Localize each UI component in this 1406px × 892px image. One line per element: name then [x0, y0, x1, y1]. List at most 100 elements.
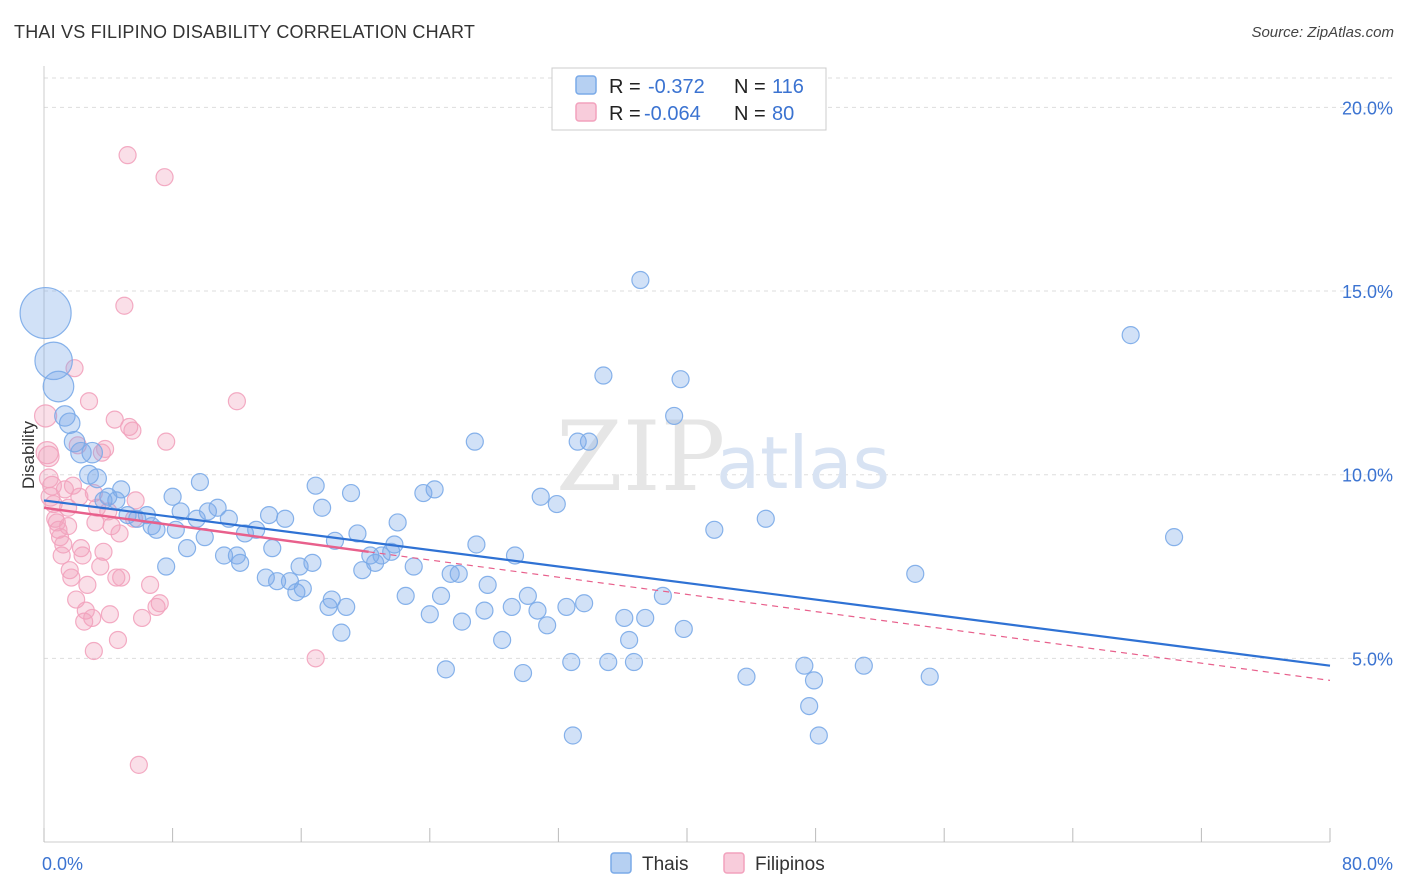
x-tick-labels: 0.0% 80.0% — [42, 854, 1393, 874]
filipinos-point — [84, 483, 103, 503]
legend-n-value-filipinos: 80 — [772, 103, 794, 125]
legend-r-value-filipinos: -0.064 — [644, 103, 701, 125]
filipinos-point — [79, 392, 99, 411]
thais-point — [800, 696, 819, 716]
filipinos-point — [115, 296, 134, 315]
legend-n-label-filipinos: N = — [734, 103, 766, 125]
filipinos-point — [306, 649, 325, 668]
watermark-zip: ZIP — [556, 401, 725, 513]
thais-point — [562, 652, 581, 672]
thais-point — [198, 502, 218, 521]
thais-point — [293, 579, 312, 598]
thais-point — [906, 564, 925, 583]
bottom-legend-swatch-filipinos — [723, 852, 745, 874]
thais-point — [756, 509, 775, 528]
thais-point — [465, 432, 484, 451]
thais-point — [467, 535, 486, 554]
thais-point — [366, 553, 385, 572]
thais-point — [563, 726, 582, 745]
thais-point — [177, 539, 197, 558]
y-tick-label: 10.0% — [1342, 466, 1393, 486]
thais-point — [332, 623, 351, 642]
thais-point — [341, 483, 361, 503]
thais-point — [306, 476, 325, 495]
legend-r-label-filipinos: R = — [609, 103, 641, 125]
filipinos-point — [105, 410, 124, 429]
legend-n-label-thais: N = — [734, 76, 766, 98]
thais-point — [19, 286, 72, 340]
y-tick-label: 20.0% — [1342, 98, 1393, 118]
filipinos-point — [95, 439, 115, 459]
thais-point — [396, 586, 415, 606]
thais-point — [1164, 528, 1184, 547]
filipinos-point — [155, 168, 174, 187]
thais-point — [436, 660, 455, 679]
filipinos-point — [132, 608, 152, 628]
thais-point — [112, 480, 131, 499]
source-label: Source: ZipAtlas.com — [1251, 24, 1394, 41]
filipinos-point — [157, 432, 176, 451]
filipinos-point — [33, 404, 58, 428]
thais-point — [388, 513, 407, 532]
filipinos-point — [150, 594, 169, 613]
thais-point — [58, 412, 81, 435]
filipinos-point — [60, 561, 79, 580]
thais-point — [475, 601, 494, 620]
thais-point — [579, 432, 599, 451]
thais-point — [107, 491, 126, 510]
filipinos-point — [65, 359, 84, 378]
filipinos-point — [129, 755, 148, 774]
filipinos-point — [73, 546, 92, 565]
legend-swatch-filipinos — [575, 102, 597, 122]
thais-point — [267, 572, 287, 591]
thais-point — [147, 520, 166, 539]
thais-point — [795, 656, 814, 675]
filipinos-point — [84, 641, 103, 661]
thais-point — [599, 652, 618, 672]
thais-point — [372, 546, 391, 565]
legend-swatch-thais — [575, 75, 597, 95]
filipinos-point — [38, 445, 60, 468]
thais-point — [420, 605, 439, 624]
thais-point — [303, 553, 322, 572]
thais-point — [705, 520, 724, 539]
thais-point — [157, 557, 176, 576]
thais-point — [208, 498, 227, 517]
y-tick-label: 15.0% — [1342, 282, 1393, 302]
thais-point — [63, 430, 86, 453]
y-axis-title: Disability — [19, 420, 38, 489]
thais-point — [528, 601, 547, 620]
thais-point — [70, 441, 92, 464]
filipinos-point — [107, 568, 126, 587]
x-tick-label-min: 0.0% — [42, 854, 83, 874]
thais-point — [81, 441, 104, 464]
filipinos-point — [100, 605, 120, 624]
thais-point — [737, 667, 756, 686]
filipinos-point — [47, 513, 66, 532]
bottom-legend-swatch-thais — [610, 852, 632, 874]
legend-r-label-thais: R = — [609, 76, 641, 98]
y-tick-labels: 5.0% 10.0% 15.0% 20.0% — [1342, 98, 1393, 669]
y-tick-label: 5.0% — [1352, 649, 1393, 669]
filipinos-point — [118, 146, 137, 165]
thais-point — [87, 468, 107, 489]
bottom-legend-thais: Thais — [642, 854, 688, 875]
chart-title: THAI VS FILIPINO DISABILITY CORRELATION … — [14, 22, 476, 42]
thais-point — [557, 597, 576, 617]
watermark-atlas: atlas — [716, 421, 890, 505]
thais-point — [322, 590, 341, 609]
thais-point — [312, 498, 332, 517]
filipinos-point — [126, 491, 145, 510]
thais-point — [431, 586, 451, 606]
bottom-legend-filipinos: Filipinos — [755, 854, 825, 875]
legend-r-value-thais: -0.372 — [648, 76, 705, 98]
legend-n-value-thais: 116 — [772, 76, 804, 98]
filipinos-point — [78, 575, 97, 594]
thais-point — [538, 616, 557, 635]
thais-point — [348, 524, 367, 543]
thais-point — [513, 663, 533, 683]
filipinos-point — [94, 542, 113, 561]
watermark: ZIP atlas — [556, 401, 890, 513]
thais-point — [449, 564, 468, 583]
